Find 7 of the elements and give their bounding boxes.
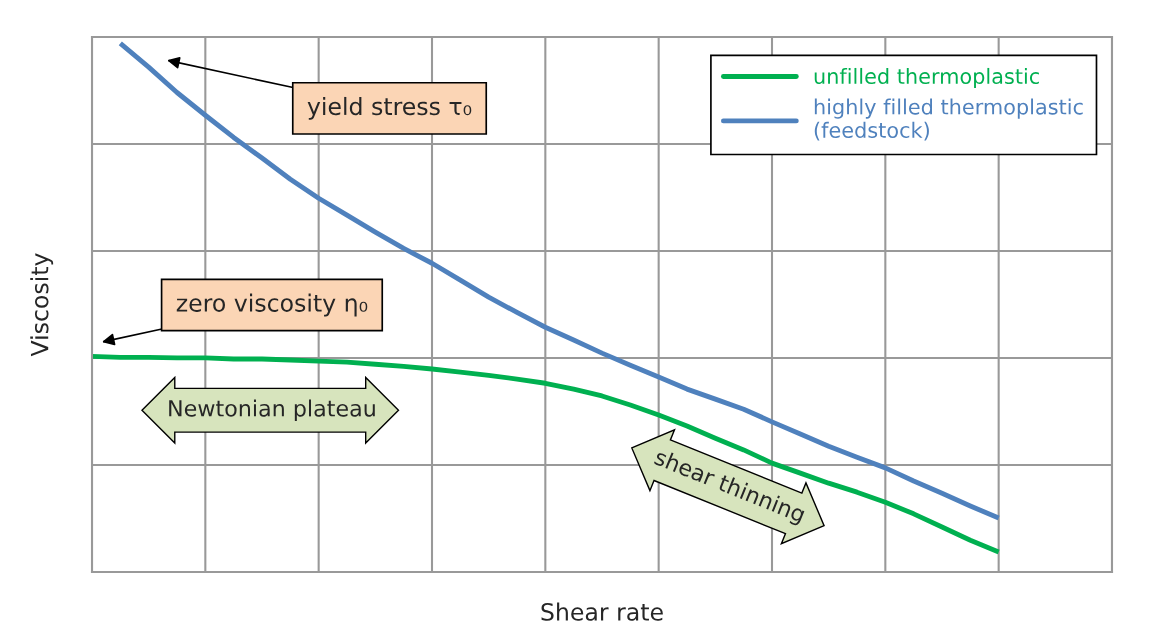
y-axis-title: Viscosity [30, 253, 54, 357]
legend-label: unfilled thermoplastic [814, 67, 1039, 89]
annotation: Newtonian plateau [169, 399, 375, 421]
legend-label: highly filled thermoplastic (feedstock) [814, 98, 1083, 141]
annotation: zero viscosity η₀ [176, 293, 368, 317]
x-axis-title: Shear rate [541, 602, 663, 621]
annotation: yield stress τ₀ [307, 96, 472, 120]
